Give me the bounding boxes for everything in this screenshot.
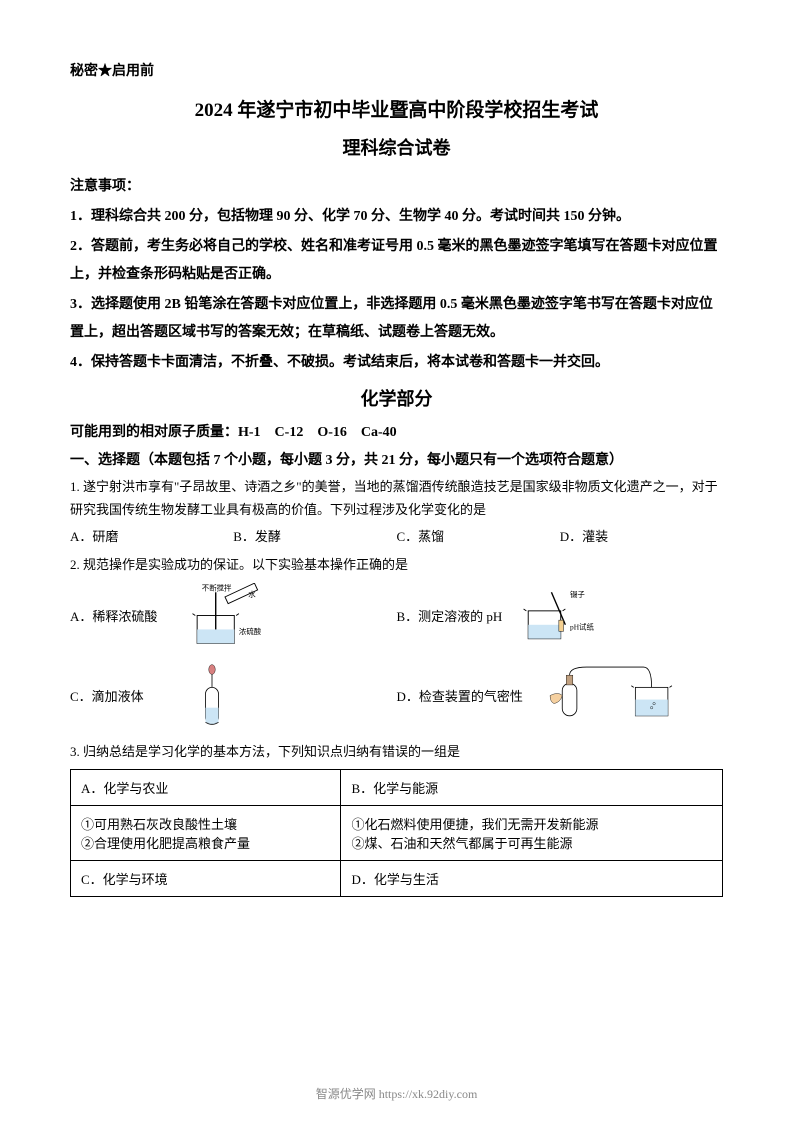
sub-title: 理科综合试卷	[70, 134, 723, 160]
table-row: C．化学与环境 D．化学与生活	[71, 860, 723, 896]
q2-label-a: A．稀释浓硫酸	[70, 606, 157, 625]
notice-item-2: 2．答题前，考生务必将自己的学校、姓名和准考证号用 0.5 毫米的黑色墨迹签字笔…	[70, 233, 723, 289]
atomic-mass-info: 可能用到的相对原子质量：H-1 C-12 O-16 Ca-40	[70, 421, 723, 441]
notice-item-1: 1．理科综合共 200 分，包括物理 90 分、化学 70 分、生物学 40 分…	[70, 203, 723, 231]
notice-header: 注意事项：	[70, 175, 723, 195]
question-1-options: A．研磨 B．发酵 C．蒸馏 D．灌装	[70, 526, 723, 545]
question-2-text: 2. 规范操作是实验成功的保证。以下实验基本操作正确的是	[70, 553, 723, 576]
drop-liquid-diagram	[152, 663, 272, 728]
q2-label-d: D．检查装置的气密性	[397, 686, 523, 705]
question-1-text: 1. 遂宁射洪市享有"子昂故里、诗酒之乡"的美誉，当地的蒸馏酒传统酿造技艺是国家…	[70, 475, 723, 522]
q3-cell-a-header: A．化学与农业	[71, 769, 341, 805]
question-2-options: A．稀释浓硫酸 不断搅拌 水 浓硫酸 B．测定溶液的 pH 镊子 pH试纸 C．…	[70, 580, 723, 740]
svg-text:镊子: 镊子	[570, 589, 585, 599]
section1-header: 一、选择题（本题包括 7 个小题，每小题 3 分，共 21 分，每小题只有一个选…	[70, 449, 723, 469]
q3-cell-b-content: ①化石燃料使用便捷，我们无需开发新能源 ②煤、石油和天然气都属于可再生能源	[341, 805, 723, 860]
svg-text:不断搅拌: 不断搅拌	[202, 583, 232, 592]
secret-label: 秘密★启用前	[70, 60, 723, 80]
svg-text:水: 水	[249, 589, 257, 599]
chemistry-section-title: 化学部分	[70, 385, 723, 411]
q1-option-a: A．研磨	[70, 526, 233, 545]
main-title: 2024 年遂宁市初中毕业暨高中阶段学校招生考试	[70, 95, 723, 122]
q2-label-b: B．测定溶液的 pH	[397, 606, 503, 625]
ph-test-diagram: 镊子 pH试纸	[510, 583, 630, 648]
notice-item-4: 4．保持答题卡卡面清洁，不折叠、不破损。考试结束后，将本试卷和答题卡一并交回。	[70, 349, 723, 377]
q2-label-c: C．滴加液体	[70, 686, 144, 705]
q1-option-c: C．蒸馏	[397, 526, 560, 545]
dilute-acid-diagram: 不断搅拌 水 浓硫酸	[165, 583, 285, 648]
q2-option-a: A．稀释浓硫酸 不断搅拌 水 浓硫酸	[70, 580, 397, 650]
svg-text:pH试纸: pH试纸	[570, 621, 594, 631]
table-row: A．化学与农业 B．化学与能源	[71, 769, 723, 805]
q3-cell-d-header: D．化学与生活	[341, 860, 723, 896]
q2-option-c: C．滴加液体	[70, 660, 397, 730]
q1-option-d: D．灌装	[560, 526, 723, 545]
table-row: ①可用熟石灰改良酸性土壤 ②合理使用化肥提高粮食产量 ①化石燃料使用便捷，我们无…	[71, 805, 723, 860]
notice-item-3: 3．选择题使用 2B 铅笔涂在答题卡对应位置上，非选择题用 0.5 毫米黑色墨迹…	[70, 291, 723, 347]
svg-text:浓硫酸: 浓硫酸	[239, 626, 262, 636]
q2-option-b: B．测定溶液的 pH 镊子 pH试纸	[397, 580, 724, 650]
q2-option-d: D．检查装置的气密性	[397, 660, 724, 730]
page-footer: 智源优学网 https://xk.92diy.com	[0, 1085, 793, 1102]
q3-cell-a-content: ①可用熟石灰改良酸性土壤 ②合理使用化肥提高粮食产量	[71, 805, 341, 860]
q3-cell-b-header: B．化学与能源	[341, 769, 723, 805]
question-3-table: A．化学与农业 B．化学与能源 ①可用熟石灰改良酸性土壤 ②合理使用化肥提高粮食…	[70, 769, 723, 897]
question-3-text: 3. 归纳总结是学习化学的基本方法，下列知识点归纳有错误的一组是	[70, 740, 723, 763]
q3-cell-c-header: C．化学与环境	[71, 860, 341, 896]
q1-option-b: B．发酵	[233, 526, 396, 545]
airtight-diagram	[531, 663, 691, 728]
